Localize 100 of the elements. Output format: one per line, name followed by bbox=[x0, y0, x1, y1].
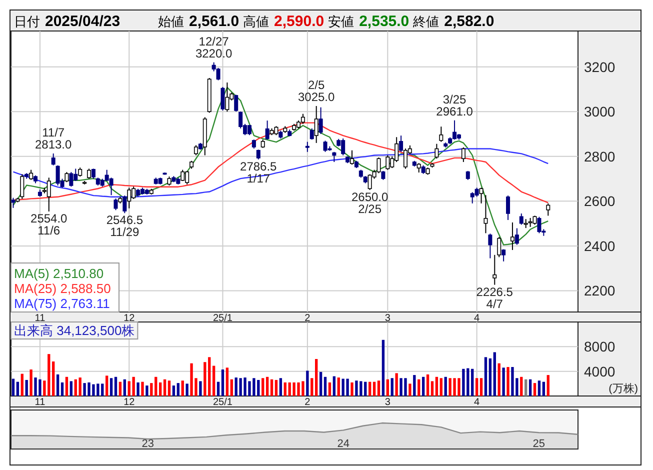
bar bbox=[208, 357, 211, 396]
text: MA(25) 2,588.50 bbox=[14, 281, 111, 296]
x-tick-label: 2 bbox=[304, 397, 311, 408]
text: 高値 2,590.0 bbox=[243, 13, 324, 30]
bar bbox=[533, 383, 536, 396]
annotation: 2226.5 4/7 bbox=[476, 284, 514, 311]
candlestick bbox=[461, 146, 466, 162]
y-tick-label: 2600 bbox=[584, 193, 616, 210]
y-tick-label: 3000 bbox=[584, 104, 616, 120]
bar bbox=[106, 376, 108, 396]
bar bbox=[16, 382, 20, 396]
candlestick bbox=[300, 113, 305, 124]
bar bbox=[266, 376, 269, 396]
bar bbox=[60, 382, 64, 396]
bar bbox=[498, 363, 500, 396]
text: 始値 2,561.0 bbox=[158, 13, 240, 30]
annotation: 2650.0 2/25 bbox=[351, 190, 389, 216]
candlestick bbox=[225, 82, 230, 112]
candlestick bbox=[305, 141, 310, 152]
bar bbox=[306, 370, 309, 396]
bar bbox=[324, 376, 327, 396]
bar bbox=[346, 378, 349, 396]
bar bbox=[332, 376, 336, 396]
bar bbox=[279, 378, 282, 396]
bar bbox=[110, 378, 113, 396]
bar bbox=[435, 376, 438, 396]
candlestick bbox=[127, 187, 132, 209]
bar bbox=[270, 379, 274, 396]
candlestick bbox=[502, 248, 506, 262]
bar bbox=[158, 382, 162, 396]
annotation: 11/7 2813.0 bbox=[34, 125, 72, 152]
bar bbox=[337, 378, 340, 396]
bar bbox=[372, 382, 376, 396]
x-tick-label: 24 bbox=[337, 438, 350, 450]
candlestick bbox=[91, 168, 96, 180]
candlestick bbox=[216, 67, 220, 81]
candlestick bbox=[510, 222, 514, 250]
annotation: 3/25 2961.0 bbox=[436, 92, 474, 118]
candlestick bbox=[314, 106, 318, 144]
bar bbox=[475, 378, 478, 396]
bar bbox=[520, 376, 523, 396]
candlestick bbox=[386, 154, 390, 170]
bar bbox=[186, 384, 188, 396]
text: MA(5) 2,510.80 bbox=[14, 266, 104, 281]
candlestick bbox=[506, 195, 510, 220]
x-tick-label: 25/1 bbox=[213, 313, 233, 324]
text: MA(75) 2,763.11 bbox=[14, 296, 110, 311]
x-tick-label: 25/1 bbox=[213, 397, 233, 408]
candlestick bbox=[109, 177, 114, 196]
bar bbox=[12, 378, 15, 396]
candlestick bbox=[488, 233, 492, 259]
bar bbox=[368, 382, 372, 396]
bar bbox=[528, 379, 532, 396]
bar bbox=[506, 367, 510, 396]
text: 日付 2025/04/23 bbox=[14, 13, 120, 30]
candlestick bbox=[434, 143, 439, 160]
bar bbox=[538, 380, 541, 396]
bar bbox=[172, 386, 176, 396]
bar bbox=[524, 379, 528, 396]
bar bbox=[328, 382, 332, 396]
candlestick bbox=[29, 169, 34, 180]
candlestick bbox=[484, 194, 488, 234]
candlestick bbox=[234, 94, 238, 112]
y-tick-label: 2400 bbox=[584, 238, 616, 254]
bar bbox=[230, 379, 233, 396]
bar bbox=[546, 375, 550, 396]
bar bbox=[118, 382, 122, 396]
bar bbox=[377, 380, 380, 396]
candlestick bbox=[87, 168, 92, 180]
candlestick bbox=[180, 169, 185, 182]
candlestick bbox=[51, 152, 56, 166]
candlestick bbox=[265, 120, 270, 140]
bar bbox=[20, 374, 24, 396]
bar bbox=[74, 379, 77, 396]
bar bbox=[480, 378, 483, 396]
candlestick bbox=[194, 144, 198, 156]
annotation: 2546.5 11/29 bbox=[106, 213, 144, 240]
candlestick bbox=[310, 128, 314, 140]
bar bbox=[56, 374, 60, 396]
x-tick-label: 4 bbox=[474, 313, 480, 324]
bar bbox=[471, 368, 474, 396]
x-tick-label: 12 bbox=[124, 313, 136, 324]
bar bbox=[413, 375, 416, 396]
candlestick bbox=[492, 254, 497, 286]
bar bbox=[226, 368, 229, 396]
y-axis-title: (万株) bbox=[608, 382, 638, 395]
bar bbox=[123, 379, 126, 396]
candlestick bbox=[546, 202, 550, 216]
bar bbox=[395, 373, 398, 396]
bar bbox=[390, 378, 394, 396]
y-tick-label: 3200 bbox=[584, 58, 616, 75]
x-tick-label: 3 bbox=[384, 397, 391, 408]
annotation: 2/5 3025.0 bbox=[298, 78, 336, 104]
bar bbox=[70, 381, 73, 396]
bar bbox=[114, 376, 118, 396]
bar bbox=[542, 382, 546, 396]
bar bbox=[30, 369, 32, 396]
candlestick bbox=[399, 135, 404, 152]
bar bbox=[25, 380, 28, 396]
y-tick-label: 2800 bbox=[584, 148, 616, 164]
